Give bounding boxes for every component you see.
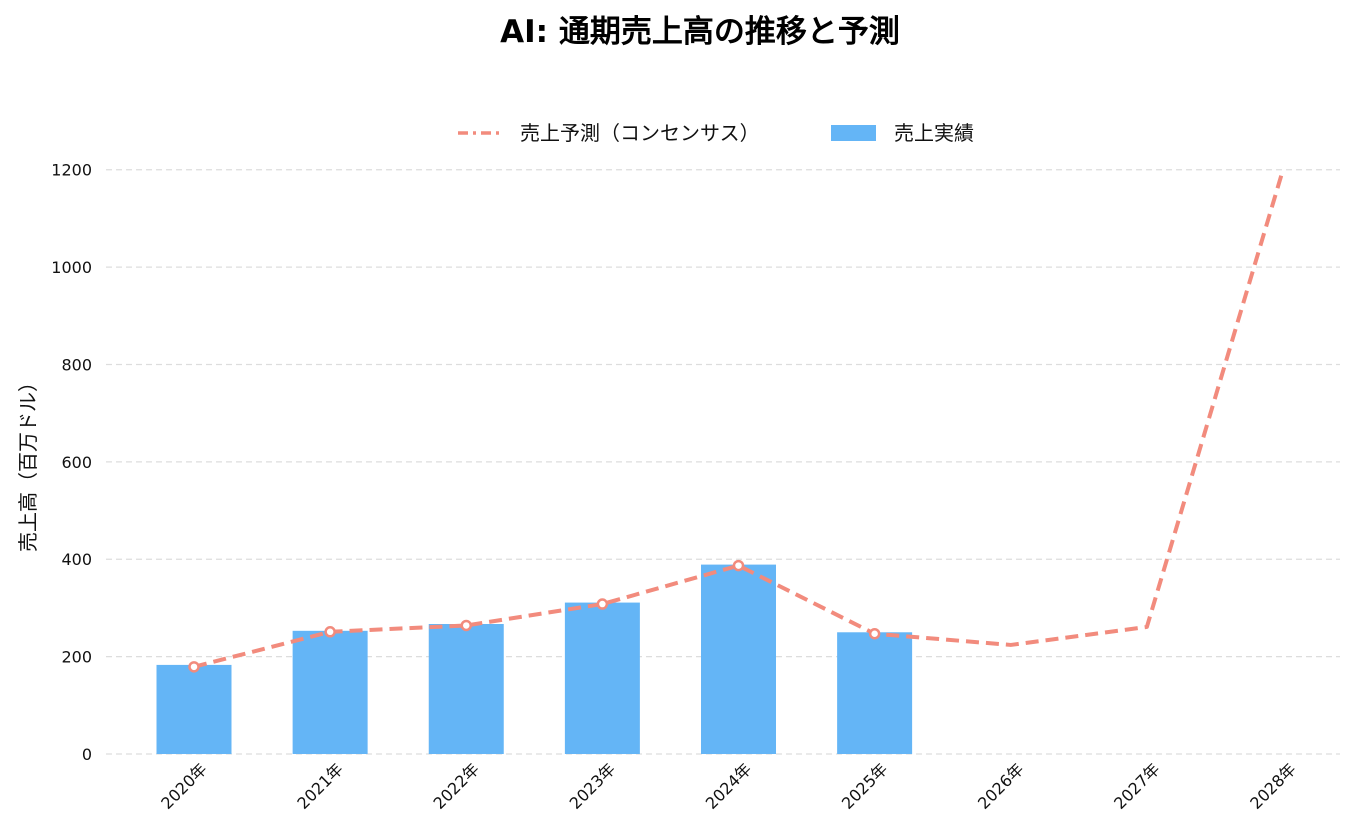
actual-bar-2022年 [428,624,504,754]
forecast-point-2023年 [596,598,609,610]
x-axis-ticks: 2020年 2021年 2022年 2023年 2024年 2025年 2026年 2027年… [157,759,1300,813]
actual-bar-2021年 [292,630,368,754]
forecast-point-2025年 [868,627,881,640]
y-tick-label-0: 0 [82,745,92,764]
actual-bar-2023年 [564,602,640,754]
x-tick-label-2021年: 2021年 [293,759,347,813]
legend-forecast-label: 売上予測（コンセンサス） [520,121,760,145]
x-tick-label-2023年: 2023年 [566,759,620,813]
x-tick-label-2026年: 2026年 [974,759,1028,813]
y-axis-label: 売上高（百万ドル） [16,372,40,552]
forecast-line [193,169,1285,669]
forecast-point-2022年 [460,619,472,632]
x-tick-label-2028年: 2028年 [1246,759,1300,813]
y-tick-label-1000: 1000 [51,258,92,277]
actual-bar-2025年 [837,632,913,754]
y-tick-label-800: 800 [61,355,92,374]
legend-actual-swatch [831,125,876,141]
actual-bar-2024年 [701,564,776,754]
y-tick-label-1200: 1200 [51,161,92,180]
y-tick-label-600: 600 [61,453,92,472]
x-tick-label-2022年: 2022年 [430,759,484,813]
y-tick-label-200: 200 [61,648,92,667]
y-tick-label-400: 400 [61,550,92,569]
actual-bar-2020年 [156,664,232,754]
forecast-point-2021年 [324,626,336,638]
x-tick-label-2020年: 2020年 [157,759,211,813]
legend-actual-label: 売上実績 [894,121,974,145]
forecast-point-2020年 [188,661,200,673]
x-tick-label-2025年: 2025年 [838,759,892,813]
y-axis-ticks: 0 200 400 600 800 1000 1200 [51,161,92,764]
x-tick-label-2024年: 2024年 [702,759,756,813]
chart-title: AI: 通期売上高の推移と予測 [500,14,900,50]
x-tick-label-2027年: 2027年 [1110,759,1164,813]
forecast-point-2024年 [732,559,745,572]
legend: 売上予測（コンセンサス） 売上実績 [458,121,974,145]
forecast-line-group [188,169,1285,673]
actual-revenue-bars [156,564,913,754]
